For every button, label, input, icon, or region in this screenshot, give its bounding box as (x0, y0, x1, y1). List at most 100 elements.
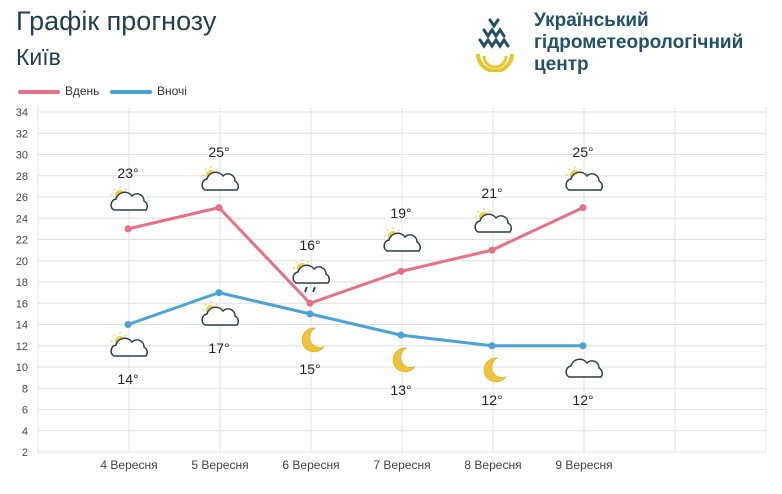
data-point-night (306, 310, 314, 318)
legend-item-day: Вдень (18, 84, 99, 98)
partly-cloudy-icon (474, 208, 512, 233)
sun-ray (204, 303, 207, 306)
sun-ray (488, 210, 491, 213)
partly-cloudy-icon (565, 166, 603, 191)
cloud-shape (565, 171, 603, 191)
x-tick-label: 9 Вересня (555, 458, 612, 472)
cloud-shape (383, 232, 421, 252)
sun-ray (386, 229, 389, 232)
logo-line-1: Український (534, 10, 649, 31)
x-tick-label: 8 Вересня (464, 458, 521, 472)
night-temp-label: 13° (390, 382, 411, 398)
legend-day-label: Вдень (65, 84, 100, 98)
data-point-night (488, 342, 496, 350)
day-temp-label: 16° (299, 237, 320, 253)
cloud-shape (292, 264, 330, 284)
y-tick-label: 16 (16, 298, 28, 310)
data-point-night (215, 289, 223, 297)
y-tick-label: 8 (22, 383, 28, 395)
sun-ray (124, 188, 127, 191)
sun-ray (295, 261, 298, 264)
moon-shape (392, 347, 416, 373)
legend-night-swatch (110, 89, 152, 94)
partly-cloudy-icon (110, 186, 148, 211)
page-title: Графік прогнозу (16, 6, 217, 36)
sun-ray (204, 168, 207, 171)
partly-cloudy-icon (383, 227, 421, 252)
data-point-day (215, 204, 223, 212)
day-temp-label: 21° (481, 185, 502, 201)
day-temp-label: 19° (390, 205, 411, 221)
x-tick-label: 6 Вересня (282, 458, 339, 472)
partly-cloudy-icon (201, 166, 239, 191)
y-tick-label: 14 (16, 320, 28, 332)
cloud-shape (474, 213, 512, 233)
rain-drop (304, 286, 308, 293)
data-point-day (124, 225, 132, 233)
y-tick-label: 10 (16, 362, 28, 374)
y-tick-label: 18 (16, 277, 28, 289)
day-temp-label: 25° (572, 144, 593, 160)
y-tick-label: 32 (16, 128, 28, 140)
cloud-shape (201, 306, 239, 326)
cloud-shape (201, 171, 239, 191)
sun-ray (397, 229, 400, 232)
logo: Український гідрометеорологічний центр (470, 10, 770, 75)
sun-ray (477, 210, 480, 213)
logo-line-2: гідрометеорологічний (534, 32, 744, 53)
cloudy-night-icon (565, 358, 603, 378)
series-line-day (127, 206, 584, 305)
night-temp-label: 12° (481, 392, 502, 408)
sun-ray (579, 168, 582, 171)
cloud-shape (565, 358, 603, 378)
drop-logo-icon (476, 12, 514, 73)
cloud-rain-icon (292, 259, 330, 293)
moon-shape (301, 327, 325, 353)
y-tick-label: 24 (16, 213, 28, 225)
y-tick-label: 12 (16, 341, 28, 353)
y-tick-label: 4 (22, 426, 28, 438)
y-tick-label: 2 (22, 447, 28, 459)
data-point-night (124, 321, 132, 328)
x-tick-label: 5 Вересня (191, 458, 248, 472)
legend-item-night: Вночі (110, 84, 187, 98)
data-point-night (397, 331, 405, 339)
partly-cloudy-icon (201, 301, 239, 326)
day-temp-label: 25° (208, 144, 229, 160)
sun-ray (113, 334, 116, 337)
data-point-day (579, 204, 587, 212)
moon-shape (483, 357, 507, 383)
cloud-shape (110, 191, 148, 211)
night-temp-label: 14° (117, 371, 138, 387)
city-name: Київ (16, 44, 61, 70)
night-temp-label: 15° (299, 361, 320, 377)
y-tick-label: 6 (22, 405, 28, 417)
legend-night-label: Вночі (157, 84, 187, 98)
sun-ray (113, 188, 116, 191)
y-tick-label: 26 (16, 192, 28, 204)
series-line-night (127, 291, 583, 348)
moon-icon (483, 357, 507, 383)
night-temp-label: 12° (572, 392, 593, 408)
logo-line-3: центр (534, 54, 589, 75)
y-tick-label: 22 (16, 235, 28, 247)
y-tick-label: 28 (16, 171, 28, 183)
legend-day-swatch (18, 89, 60, 94)
moon-icon (392, 347, 416, 373)
sun-ray (215, 168, 218, 171)
moon-icon (301, 327, 325, 353)
y-tick-label: 34 (16, 107, 28, 119)
night-temp-label: 17° (208, 340, 229, 356)
cloud-shape (110, 337, 148, 357)
x-tick-label: 7 Вересня (373, 458, 430, 472)
sun-ray (568, 168, 571, 171)
sun-ray (215, 303, 218, 306)
rain-drop (312, 286, 316, 293)
x-tick-label: 4 Вересня (100, 458, 157, 472)
y-tick-label: 30 (16, 150, 28, 162)
partly-cloudy-icon (110, 332, 148, 357)
data-point-day (306, 299, 314, 307)
day-temp-label: 23° (117, 165, 138, 181)
data-point-day (397, 267, 405, 275)
